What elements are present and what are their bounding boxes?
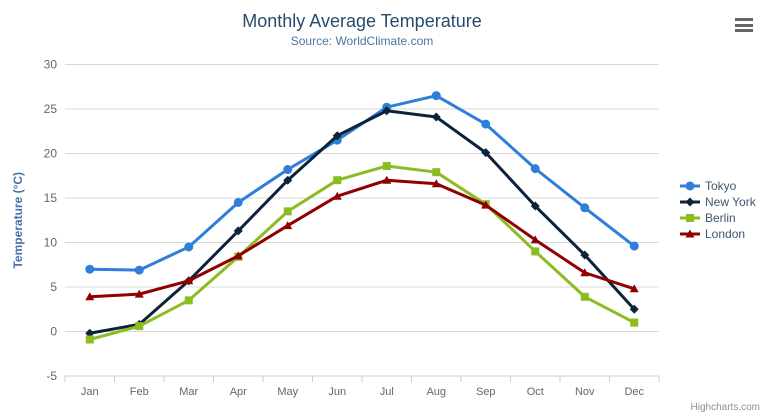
square-marker bbox=[686, 214, 694, 222]
hamburger-icon bbox=[735, 23, 753, 27]
chart-title: Monthly Average Temperature bbox=[242, 11, 482, 31]
triangle-marker bbox=[233, 251, 243, 260]
square-marker bbox=[333, 176, 342, 185]
hamburger-icon bbox=[735, 29, 753, 32]
series-line bbox=[88, 109, 636, 335]
square-marker bbox=[85, 335, 94, 344]
square-marker bbox=[580, 292, 589, 301]
triangle-marker bbox=[629, 284, 639, 293]
legend-item-tokyo[interactable]: Tokyo bbox=[680, 178, 756, 194]
credits-link[interactable]: Highcharts.com bbox=[690, 402, 760, 413]
legend-item-london[interactable]: London bbox=[680, 226, 756, 242]
legend: Tokyo New York Berlin London bbox=[680, 178, 756, 242]
context-menu-button[interactable] bbox=[735, 17, 755, 33]
legend-label: Berlin bbox=[705, 211, 736, 225]
diamond-marker bbox=[233, 226, 243, 236]
diamond-icon bbox=[680, 197, 700, 207]
x-axis-tick-label: Aug bbox=[426, 386, 446, 398]
triangle-marker bbox=[685, 229, 695, 238]
diamond-marker bbox=[382, 106, 392, 116]
series-tokyo[interactable] bbox=[85, 91, 639, 275]
y-axis-tick-label: 30 bbox=[44, 58, 58, 72]
diamond-marker bbox=[481, 148, 491, 158]
circle-icon bbox=[680, 181, 700, 191]
triangle-marker bbox=[431, 179, 441, 188]
y-axis-tick-label: 10 bbox=[44, 236, 58, 250]
circle-marker bbox=[233, 197, 243, 207]
x-axis-tick-label: Nov bbox=[575, 386, 595, 398]
triangle-marker bbox=[134, 289, 144, 298]
chart-subtitle: Source: WorldClimate.com bbox=[290, 34, 434, 48]
diamond-marker bbox=[629, 304, 639, 314]
y-axis-tick-label: 5 bbox=[50, 280, 57, 294]
x-axis-tick-label: Jan bbox=[81, 386, 99, 398]
circle-marker bbox=[481, 119, 491, 129]
legend-item-berlin[interactable]: Berlin bbox=[680, 210, 756, 226]
x-axis-tick-label: Jul bbox=[380, 386, 394, 398]
triangle-marker bbox=[530, 235, 540, 244]
square-icon bbox=[680, 214, 700, 222]
hamburger-icon bbox=[735, 18, 753, 21]
y-axis-title: Temperature (°C) bbox=[11, 172, 25, 269]
y-axis-tick-label: -5 bbox=[46, 369, 57, 383]
x-axis-tick-label: Dec bbox=[624, 386, 644, 398]
y-axis-tick-label: 20 bbox=[44, 147, 58, 161]
x-axis-tick-label: Sep bbox=[476, 386, 496, 398]
triangle-marker bbox=[85, 292, 95, 301]
x-axis-tick-label: Mar bbox=[179, 386, 198, 398]
triangle-marker bbox=[580, 268, 590, 277]
square-marker bbox=[382, 161, 391, 170]
series-london[interactable] bbox=[85, 175, 639, 301]
square-marker bbox=[184, 296, 193, 305]
triangle-marker bbox=[332, 191, 342, 200]
circle-marker bbox=[431, 91, 441, 101]
y-axis-tick-label: 15 bbox=[44, 191, 58, 205]
square-marker bbox=[630, 318, 639, 327]
x-axis-tick-label: Jun bbox=[328, 386, 346, 398]
x-axis-tick-label: May bbox=[277, 386, 298, 398]
series-line bbox=[88, 164, 636, 342]
circle-marker bbox=[184, 242, 194, 252]
square-marker bbox=[531, 247, 540, 256]
diamond-marker bbox=[685, 197, 695, 207]
circle-marker bbox=[685, 181, 695, 191]
legend-label: Tokyo bbox=[705, 179, 737, 193]
circle-marker bbox=[530, 164, 540, 174]
circle-marker bbox=[283, 165, 293, 175]
triangle-marker bbox=[283, 221, 293, 230]
square-marker bbox=[432, 168, 441, 177]
triangle-marker bbox=[382, 175, 392, 184]
y-axis-tick-label: 25 bbox=[44, 102, 58, 116]
x-axis-tick-label: Feb bbox=[130, 386, 149, 398]
y-axis-tick-label: 0 bbox=[50, 325, 57, 339]
series-new-york[interactable] bbox=[85, 106, 639, 338]
square-marker bbox=[283, 207, 292, 216]
circle-marker bbox=[85, 264, 95, 274]
triangle-marker bbox=[481, 200, 491, 209]
x-axis-tick-label: Oct bbox=[527, 386, 544, 398]
legend-label: New York bbox=[705, 195, 756, 209]
x-axis-tick-label: Apr bbox=[230, 386, 247, 398]
diamond-marker bbox=[332, 131, 342, 141]
circle-marker bbox=[629, 241, 639, 251]
legend-item-new-york[interactable]: New York bbox=[680, 194, 756, 210]
diamond-marker bbox=[283, 175, 293, 185]
triangle-icon bbox=[680, 229, 700, 238]
series-line bbox=[88, 178, 636, 299]
circle-marker bbox=[580, 203, 590, 213]
circle-marker bbox=[134, 265, 144, 275]
diamond-marker bbox=[530, 201, 540, 211]
square-marker bbox=[135, 322, 144, 331]
diamond-marker bbox=[431, 112, 441, 122]
legend-label: London bbox=[705, 227, 746, 241]
triangle-marker bbox=[184, 276, 194, 285]
diamond-marker bbox=[580, 250, 590, 260]
